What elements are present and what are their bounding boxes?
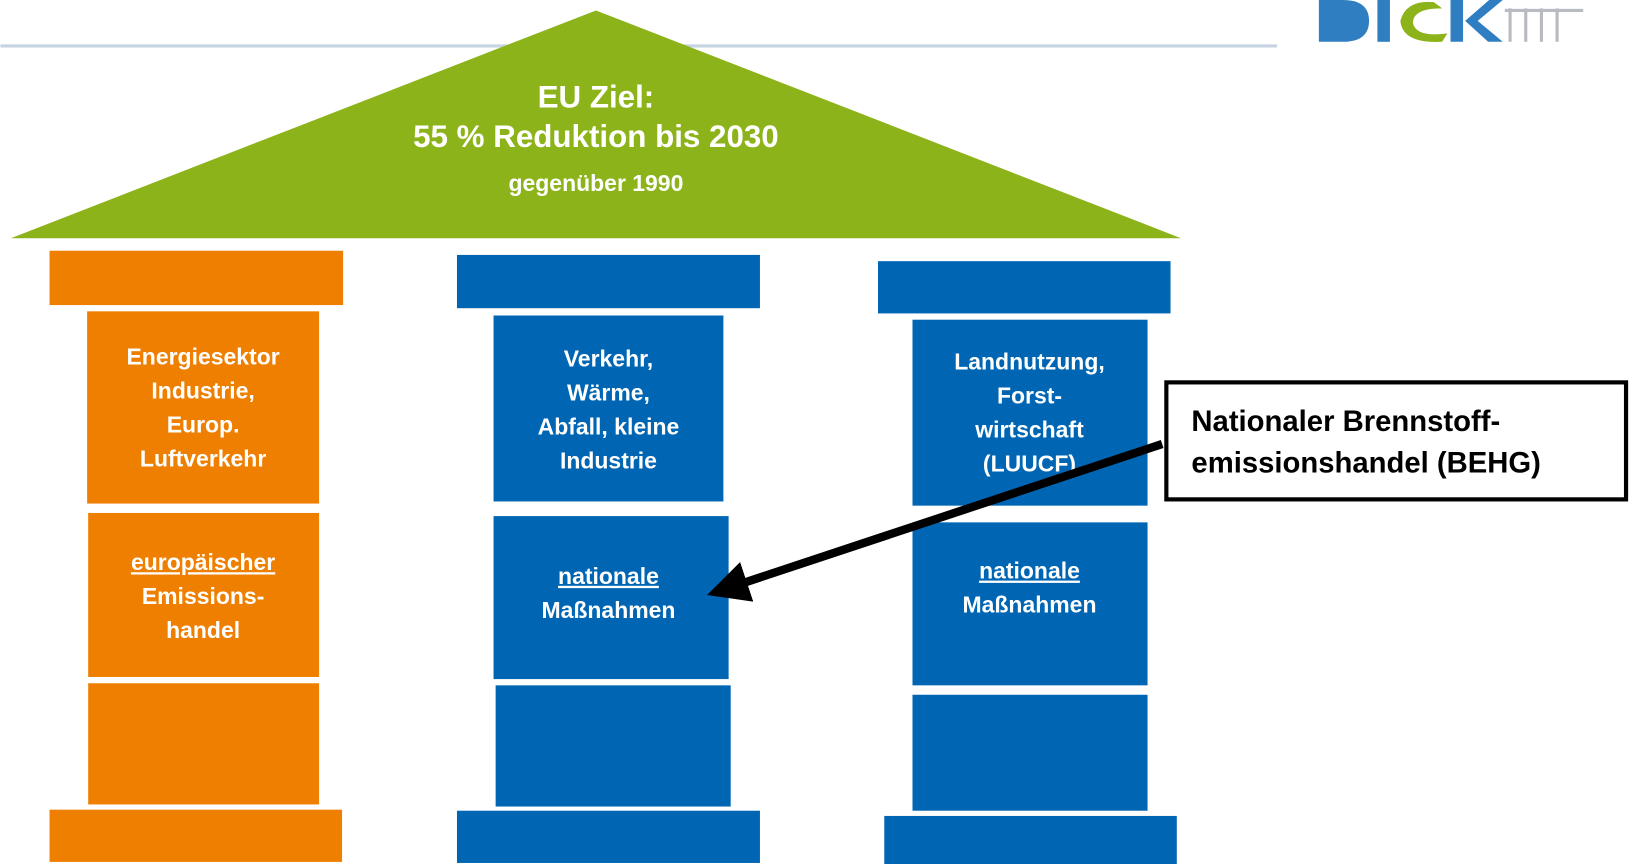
pillar-instrument-text: Maßnahmen — [962, 592, 1096, 618]
pillar-base — [49, 809, 343, 862]
pillar-capital — [49, 250, 344, 306]
pillar-section — [912, 694, 1148, 811]
pillar-section — [87, 311, 320, 504]
roof-text: EU Ziel: — [538, 80, 655, 115]
callout-arrow — [707, 440, 1164, 602]
pillar-sector-text: wirtschaft — [974, 417, 1084, 443]
roof — [10, 10, 1181, 239]
pillar-instrument-text: nationale — [558, 563, 659, 589]
pillar-section — [493, 516, 729, 680]
pillar-sector-text: Energiesektor — [127, 343, 280, 369]
pillar-base — [456, 810, 760, 863]
pillar-instrument-text: handel — [166, 617, 240, 643]
pillar-section — [493, 315, 724, 502]
callout-text: Nationaler Brennstoff- — [1191, 406, 1500, 438]
roof-text: 55 % Reduktion bis 2030 — [413, 119, 779, 154]
pillar-instrument-text: Maßnahmen — [541, 597, 675, 623]
pillar-instrument-text: Emissions- — [142, 583, 265, 609]
callout-box — [1164, 380, 1629, 502]
pillar-section — [88, 512, 320, 677]
pillar-sector-text: (LUUCF) — [983, 451, 1076, 477]
pillar-sector-text: Verkehr, — [564, 346, 653, 372]
pillar-section — [495, 685, 731, 807]
pillar-base — [884, 815, 1177, 864]
pillar-section — [88, 683, 320, 805]
roof-text: gegenüber 1990 — [508, 170, 683, 196]
pillar-sector-text: Industrie — [560, 447, 657, 473]
pillar-capital — [878, 261, 1171, 314]
pillar-section — [912, 319, 1148, 506]
callout-text: emissionshandel (BEHG) — [1191, 448, 1540, 480]
pillar-sector-text: Wärme, — [567, 379, 650, 405]
pillar-sector-text: Luftverkehr — [140, 445, 266, 471]
pillar-section — [912, 522, 1148, 686]
pillar-sector-text: Abfall, kleine — [538, 413, 680, 439]
pillar-sector-text: Europ. — [167, 411, 240, 437]
pillar-instrument-text: nationale — [979, 558, 1080, 584]
pillar-capital — [456, 254, 760, 309]
pillar-sector-text: Forst- — [997, 383, 1062, 409]
logo — [1318, 0, 1584, 42]
pillar-sector-text: Landnutzung, — [954, 349, 1105, 375]
pillar-sector-text: Industrie, — [151, 377, 254, 403]
pillar-instrument-text: europäischer — [131, 549, 275, 575]
